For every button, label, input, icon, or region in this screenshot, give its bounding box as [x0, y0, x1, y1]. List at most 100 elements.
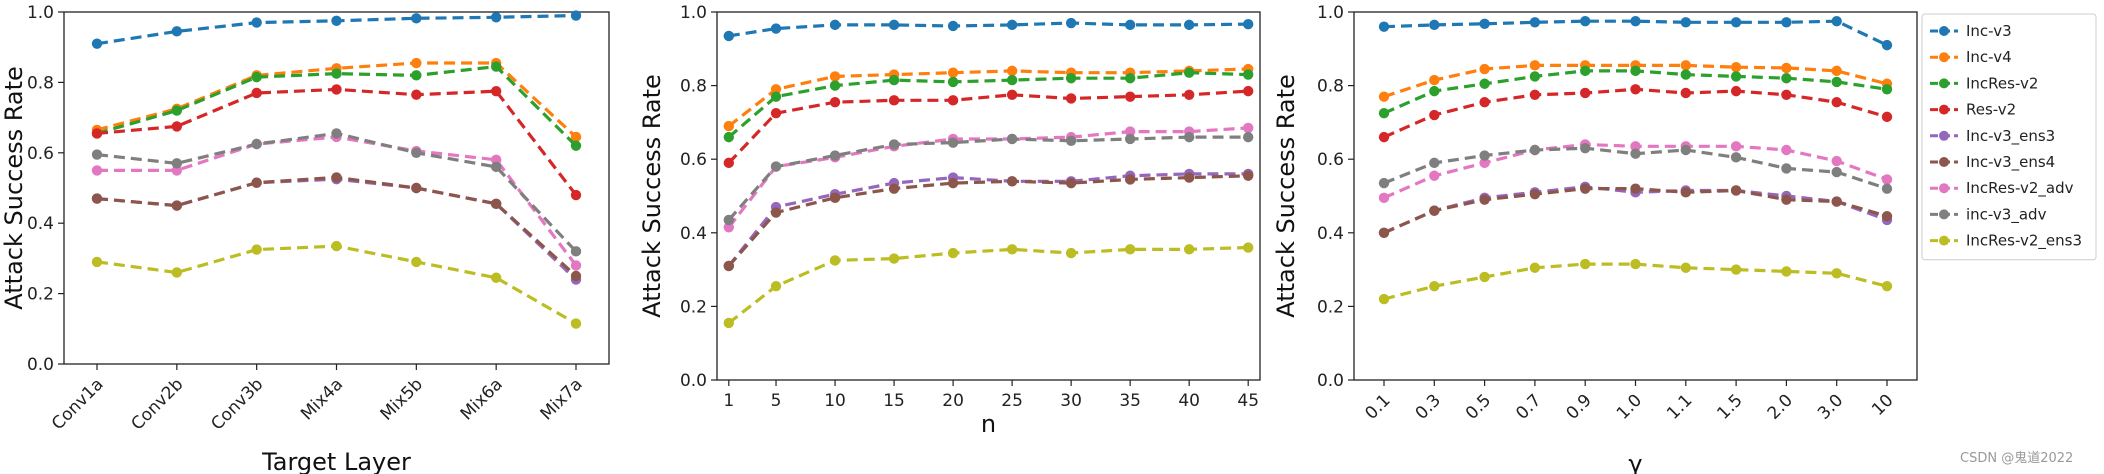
- legend-swatch-marker: [1939, 235, 1949, 246]
- data-point: [411, 256, 422, 268]
- data-point: [331, 240, 342, 252]
- series-line-inc-v3-ens4: [727, 174, 1249, 267]
- data-point: [1630, 148, 1641, 159]
- data-point: [1429, 205, 1440, 216]
- legend-swatch-marker: [1939, 26, 1949, 36]
- data-point: [723, 260, 735, 272]
- data-point: [91, 149, 103, 160]
- data-point: [1680, 144, 1692, 156]
- data-point: [1831, 96, 1842, 108]
- data-point: [888, 95, 900, 106]
- data-point: [1183, 89, 1195, 101]
- data-point: [171, 26, 183, 37]
- data-point: [723, 222, 735, 233]
- x-tick-label: Mix4a: [297, 374, 347, 424]
- data-point: [1580, 87, 1591, 99]
- data-point: [1529, 17, 1541, 28]
- data-point: [770, 161, 782, 172]
- data-point: [1529, 144, 1541, 156]
- legend-swatch-marker: [1939, 157, 1949, 167]
- legend-swatch-marker: [1939, 183, 1949, 194]
- legend-swatch-marker: [1939, 104, 1949, 115]
- data-point: [490, 272, 502, 283]
- y-axis-label: Attack Success Rate: [638, 74, 666, 318]
- data-point: [1378, 293, 1390, 305]
- data-point: [723, 214, 735, 226]
- data-point: [570, 10, 582, 21]
- data-point: [1065, 93, 1077, 104]
- data-point: [1881, 111, 1893, 123]
- legend-entry-label: IncRes-v2_adv: [1966, 179, 2074, 198]
- data-point: [1730, 264, 1742, 275]
- data-point: [171, 200, 183, 211]
- x-axis-label: n: [981, 410, 996, 438]
- y-tick-label: 1.0: [680, 3, 707, 23]
- series-line-inc-v3: [728, 21, 1249, 38]
- data-point: [770, 108, 782, 119]
- chart-gamma: 0.0 0.2 0.4 0.6 0.8 1.0 0.1 0.3 0.5 0.7 0.9 1.0 1.1 1…: [1272, 3, 1918, 474]
- y-tick-label: 0.0: [680, 371, 707, 391]
- data-point: [723, 120, 735, 132]
- data-point: [1479, 150, 1490, 161]
- data-point: [171, 158, 183, 169]
- data-point: [1831, 155, 1842, 167]
- data-point: [570, 270, 582, 282]
- data-point: [570, 260, 582, 271]
- y-tick-label: 0.0: [1317, 371, 1344, 391]
- x-tick-label: 0.1: [1361, 390, 1394, 423]
- legend-entry-label: Res-v2: [1966, 101, 2016, 119]
- data-point: [1479, 63, 1490, 75]
- data-point: [1680, 17, 1692, 28]
- x-tick-label: 1: [723, 391, 734, 411]
- data-point: [947, 95, 959, 106]
- data-point: [947, 67, 959, 78]
- x-tick-label: 5: [771, 391, 782, 411]
- data-point: [1580, 183, 1591, 194]
- data-point: [251, 177, 262, 188]
- legend-entry-label: IncRes-v2: [1966, 74, 2038, 92]
- data-point: [91, 256, 103, 268]
- data-point: [1529, 89, 1541, 101]
- series-line-inc-v3-ens4: [96, 175, 578, 278]
- data-point: [1781, 17, 1792, 28]
- data-point: [171, 105, 183, 116]
- data-point: [1781, 266, 1792, 277]
- data-point: [490, 61, 502, 72]
- y-tick-label: 0.8: [680, 77, 707, 97]
- data-point: [1831, 76, 1842, 88]
- x-tick-label: 1.5: [1713, 390, 1746, 423]
- data-point: [947, 247, 959, 259]
- data-point: [1831, 268, 1842, 279]
- legend-entry-label: Inc-v3_ens4: [1966, 153, 2055, 172]
- y-tick-label: 0.4: [27, 214, 54, 234]
- x-tick-label: Mix5b: [377, 374, 427, 424]
- data-point: [1124, 126, 1136, 137]
- series-line-incres-v2-ens3: [727, 245, 1249, 325]
- data-point: [1242, 170, 1254, 181]
- data-point: [1378, 131, 1390, 143]
- y-tick-label: 0.8: [1317, 77, 1344, 97]
- data-point: [947, 177, 959, 189]
- data-point: [1580, 16, 1591, 27]
- data-point: [1006, 89, 1018, 101]
- data-point: [888, 253, 900, 264]
- data-point: [770, 280, 782, 292]
- y-axis-label: Attack Success Rate: [1272, 74, 1300, 318]
- y-tick-label: 0.2: [1317, 297, 1344, 317]
- series-line-incres-v2: [727, 71, 1249, 139]
- y-tick-label: 0.4: [680, 224, 707, 244]
- series-line-incres-v2-ens3: [96, 244, 577, 325]
- data-point: [1680, 60, 1692, 71]
- data-point: [1831, 166, 1842, 178]
- data-point: [251, 138, 262, 150]
- data-point: [1183, 19, 1195, 31]
- data-point: [1630, 84, 1641, 95]
- legend-entry-label: Inc-v3_ens3: [1966, 127, 2055, 146]
- data-point: [1730, 71, 1742, 82]
- data-point: [331, 84, 342, 95]
- y-tick-label: 1.0: [27, 3, 54, 23]
- data-point: [1006, 74, 1018, 86]
- data-point: [888, 139, 900, 150]
- data-point: [1006, 244, 1018, 255]
